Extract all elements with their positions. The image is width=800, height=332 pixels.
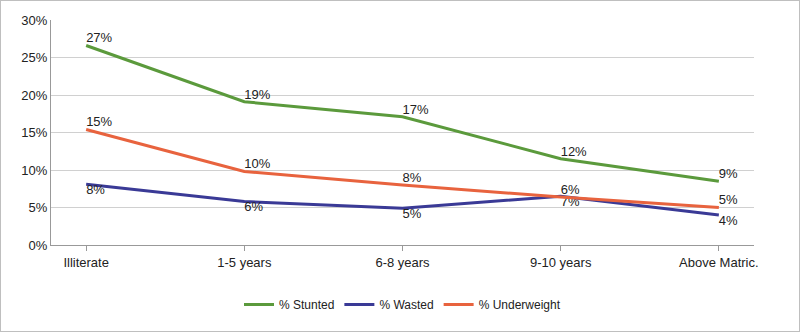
svg-text:5%: 5% (719, 192, 738, 207)
svg-text:27%: 27% (86, 30, 112, 45)
svg-text:Above Matric.: Above Matric. (679, 255, 758, 270)
svg-text:25%: 25% (21, 50, 47, 65)
svg-text:8%: 8% (86, 182, 105, 197)
svg-text:8%: 8% (403, 170, 422, 185)
svg-text:0%: 0% (29, 238, 48, 253)
svg-text:6%: 6% (244, 199, 263, 214)
svg-text:6-8 years: 6-8 years (375, 255, 430, 270)
svg-text:17%: 17% (403, 102, 429, 117)
svg-text:5%: 5% (29, 200, 48, 215)
svg-text:10%: 10% (244, 156, 270, 171)
svg-text:Illiterate: Illiterate (63, 255, 109, 270)
svg-text:9-10 years: 9-10 years (530, 255, 592, 270)
svg-text:7%: 7% (561, 194, 580, 209)
svg-text:% Underweight: % Underweight (479, 298, 561, 312)
svg-text:10%: 10% (21, 163, 47, 178)
svg-text:6%: 6% (561, 182, 580, 197)
svg-text:12%: 12% (561, 144, 587, 159)
svg-text:1-5 years: 1-5 years (217, 255, 272, 270)
svg-text:30%: 30% (21, 13, 47, 28)
svg-text:15%: 15% (86, 114, 112, 129)
svg-text:5%: 5% (403, 206, 422, 221)
svg-text:19%: 19% (244, 87, 270, 102)
svg-text:% Wasted: % Wasted (379, 298, 433, 312)
svg-text:20%: 20% (21, 88, 47, 103)
svg-text:% Stunted: % Stunted (279, 298, 334, 312)
svg-text:9%: 9% (719, 166, 738, 181)
svg-text:15%: 15% (21, 125, 47, 140)
svg-text:4%: 4% (719, 213, 738, 228)
